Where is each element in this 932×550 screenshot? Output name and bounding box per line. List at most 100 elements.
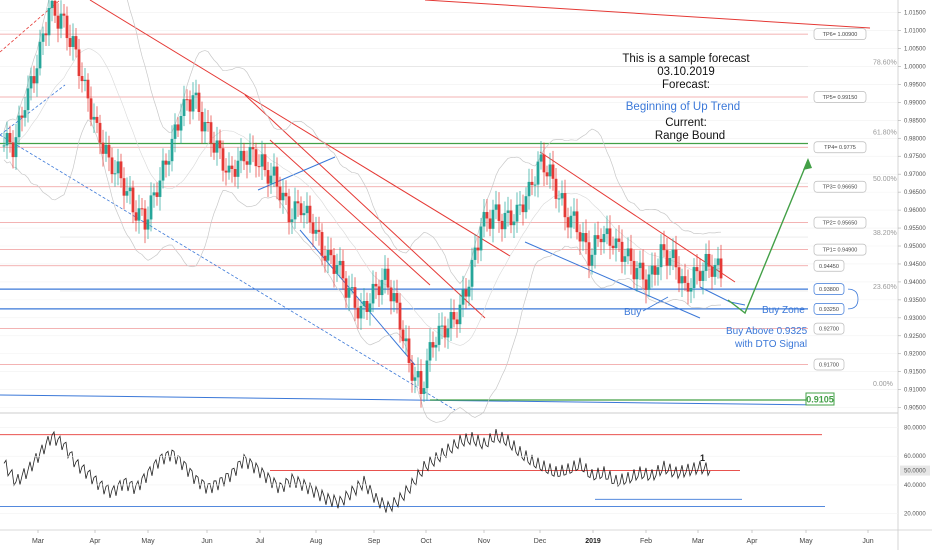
candle-body xyxy=(461,289,465,305)
candle-body xyxy=(716,258,720,265)
candle-body xyxy=(692,267,696,288)
candle-body xyxy=(563,193,567,218)
fib-labels: 78.60% 61.80% 50.00% 38.20% 23.60% 0.00% xyxy=(873,59,897,387)
candle-body xyxy=(167,161,171,165)
candle-body xyxy=(161,160,165,181)
time-tick-label: Aug xyxy=(310,538,323,545)
candle-body xyxy=(590,254,594,266)
candle-body xyxy=(272,166,276,176)
candle-body xyxy=(164,160,168,165)
bollinger-bands xyxy=(3,0,722,423)
candle-body xyxy=(341,260,345,279)
candle-body xyxy=(221,148,225,171)
oscillator-tick-label: 20.0000 xyxy=(904,512,926,518)
candle-body xyxy=(302,213,306,216)
oscillator-tick-label: 60.0000 xyxy=(904,454,926,460)
candle-body xyxy=(644,279,648,290)
candle-body xyxy=(527,181,531,197)
candle-body xyxy=(650,265,654,275)
candle-body xyxy=(380,279,384,296)
candle-body xyxy=(119,161,123,179)
candle-body xyxy=(86,79,90,99)
time-tick-label: Jul xyxy=(256,538,265,545)
candle-body xyxy=(230,165,234,170)
candle-body xyxy=(266,170,270,184)
candle-body xyxy=(395,293,399,303)
candle-body xyxy=(410,362,414,381)
time-tick-label: Dec xyxy=(534,538,547,545)
candle-body xyxy=(422,388,426,394)
buy-label: Buy xyxy=(624,307,641,318)
candle-body xyxy=(434,344,438,348)
candle-body xyxy=(440,325,444,327)
candle-body xyxy=(275,166,279,187)
level-label: 0.93800 xyxy=(819,287,839,293)
candle-body xyxy=(617,238,621,242)
price-tick-label: 0.99500 xyxy=(904,82,926,88)
candle-body xyxy=(323,255,327,261)
forecast-heading: Forecast: xyxy=(662,79,710,91)
candle-body xyxy=(587,242,591,266)
candle-body xyxy=(245,161,249,165)
candle-body xyxy=(674,249,678,268)
candle-body xyxy=(182,99,186,117)
candle-body xyxy=(23,110,27,118)
candle-body xyxy=(62,13,66,16)
candle-body xyxy=(116,161,120,174)
candle-body xyxy=(398,302,402,330)
price-tick-label: 1.00500 xyxy=(904,46,926,52)
candle-body xyxy=(281,192,285,201)
candle-body xyxy=(416,371,420,378)
time-axis: Mar Apr May Jun Jul Aug Sep Oct Nov Dec 2019 Feb Mar… xyxy=(32,530,874,545)
level-label: 0.91700 xyxy=(819,363,839,369)
price-tick-label: 0.94500 xyxy=(904,262,926,268)
level-label: TP1= 0.94900 xyxy=(823,248,858,254)
time-tick-label: Mar xyxy=(692,538,705,545)
candle-body xyxy=(5,132,9,146)
candle-body xyxy=(26,88,30,111)
candle-body xyxy=(134,212,138,221)
candle-body xyxy=(401,329,405,342)
candle-body xyxy=(701,270,705,281)
candle-body xyxy=(248,147,252,165)
forecast-trend: Beginning of Up Trend xyxy=(626,101,740,113)
candle-body xyxy=(350,287,354,289)
candle-body xyxy=(365,300,369,312)
candle-body xyxy=(704,253,708,271)
candle-body xyxy=(656,267,660,275)
candle-body xyxy=(293,201,297,220)
candle-body xyxy=(284,192,288,197)
candle-body xyxy=(68,38,72,47)
osc-marker-label: 1 xyxy=(700,453,705,463)
candle-body xyxy=(506,210,510,213)
candle-body xyxy=(491,209,495,229)
fib-label: 0.00% xyxy=(873,381,893,388)
candle-body xyxy=(95,116,99,123)
candle-body xyxy=(386,268,390,288)
candle-body xyxy=(638,262,642,269)
candle-body xyxy=(446,328,450,338)
candle-body xyxy=(113,173,117,175)
time-tick-label: Apr xyxy=(747,538,759,545)
candle-body xyxy=(383,268,387,280)
candle-body xyxy=(524,196,528,213)
time-tick-label: May xyxy=(799,538,813,545)
candle-body xyxy=(41,33,45,42)
candle-body xyxy=(695,267,699,272)
candle-body xyxy=(554,178,558,199)
oscillator-axis: 80.0000 60.0000 40.0000 20.0000 50.0000 xyxy=(0,425,930,518)
candle-body xyxy=(158,180,162,197)
candle-body xyxy=(677,267,681,284)
candle-body xyxy=(287,196,291,223)
fib-label: 50.00% xyxy=(873,176,897,183)
candle-body xyxy=(494,204,498,210)
candle-body xyxy=(191,95,195,112)
candle-body xyxy=(194,92,198,96)
candle-body xyxy=(251,147,255,150)
price-tick-label: 0.95500 xyxy=(904,226,926,232)
candle-body xyxy=(428,342,432,361)
candle-body xyxy=(137,208,141,221)
candle-body xyxy=(242,150,246,162)
candle-body xyxy=(257,166,261,168)
candle-body xyxy=(572,211,576,216)
